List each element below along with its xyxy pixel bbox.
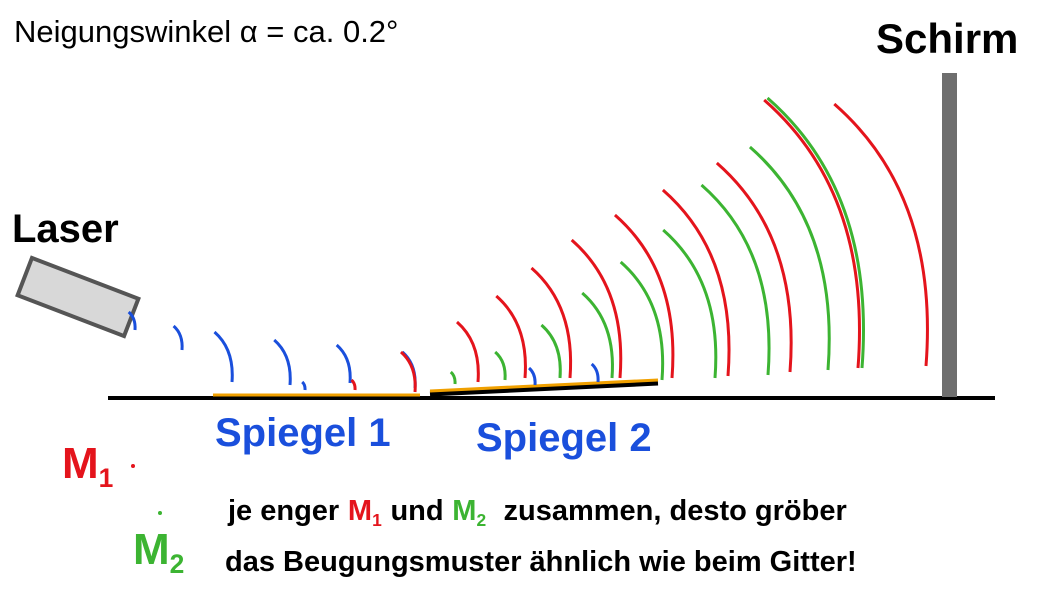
title: Neigungswinkel α = ca. 0.2° bbox=[14, 14, 399, 49]
index: 2 bbox=[476, 510, 487, 531]
wavefront bbox=[581, 291, 614, 379]
symbol: M bbox=[347, 495, 373, 527]
mirror-2 bbox=[429, 378, 659, 393]
text: zusammen, desto gröber bbox=[503, 495, 847, 527]
wavefront bbox=[127, 310, 137, 331]
index: 1 bbox=[372, 510, 382, 531]
wavefront bbox=[213, 330, 234, 383]
index: 1 bbox=[98, 463, 114, 494]
symbol: M bbox=[133, 525, 170, 574]
wavefront bbox=[715, 161, 793, 373]
wavefront bbox=[273, 338, 292, 386]
wavefront bbox=[495, 294, 527, 379]
wavefront bbox=[494, 350, 507, 381]
wavefront bbox=[613, 213, 675, 379]
m1-point bbox=[131, 464, 135, 468]
m2-point bbox=[158, 511, 162, 515]
wavefront bbox=[662, 228, 718, 379]
note-line-2: das Beugungsmuster ähnlich wie beim Gitt… bbox=[225, 546, 857, 578]
m2-label: M2 bbox=[133, 528, 184, 578]
m1-label: M1 bbox=[62, 442, 113, 492]
wavefront bbox=[748, 145, 831, 371]
screen bbox=[942, 73, 957, 397]
wavefront bbox=[700, 183, 771, 376]
laser bbox=[15, 255, 141, 339]
wavefront bbox=[335, 343, 352, 384]
index: 2 bbox=[169, 549, 185, 580]
wavefront bbox=[570, 238, 623, 379]
wavefront bbox=[530, 266, 573, 379]
mirror-2-body bbox=[429, 380, 659, 397]
wavefront bbox=[172, 324, 184, 351]
wavefronts bbox=[127, 96, 929, 393]
mirror-1-label: Spiegel 1 bbox=[215, 411, 391, 455]
wavefront bbox=[590, 362, 600, 383]
m2: M2 bbox=[452, 495, 487, 531]
wavefront bbox=[455, 320, 480, 383]
wavefront bbox=[301, 380, 307, 391]
wavefront bbox=[619, 260, 665, 381]
wavefront bbox=[540, 323, 562, 379]
m1: M1 bbox=[347, 495, 382, 531]
wavefront bbox=[449, 370, 457, 385]
wavefront bbox=[528, 366, 537, 386]
symbol: M bbox=[452, 495, 477, 527]
text: je enger bbox=[228, 495, 340, 527]
symbol: M bbox=[62, 439, 99, 488]
wavefront bbox=[399, 350, 417, 393]
laser-label: Laser bbox=[12, 207, 119, 251]
text: und bbox=[390, 495, 444, 527]
wavefront bbox=[833, 102, 929, 367]
note-line-1: je enger M1 und M2 zusammen, desto gröber bbox=[228, 497, 847, 529]
wavefront bbox=[763, 98, 861, 369]
wavefront bbox=[661, 188, 731, 377]
wavefront bbox=[766, 96, 865, 369]
mirror-2-label: Spiegel 2 bbox=[476, 416, 652, 460]
wavefront bbox=[350, 378, 357, 391]
screen-label: Schirm bbox=[876, 15, 1019, 62]
